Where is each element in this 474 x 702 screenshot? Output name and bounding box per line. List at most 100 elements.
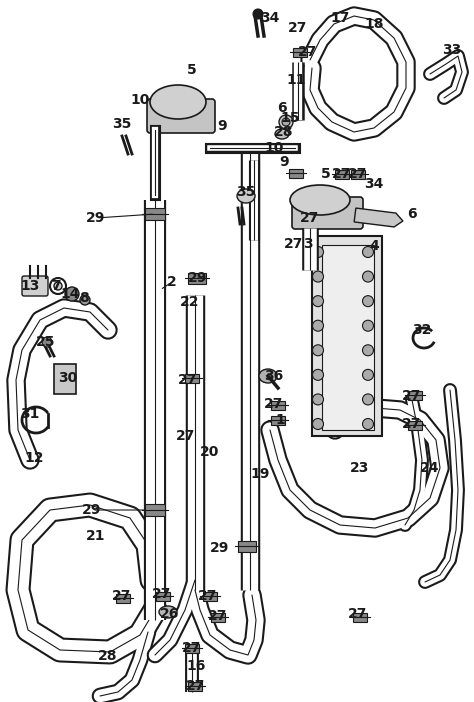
- Ellipse shape: [275, 129, 289, 139]
- Text: 34: 34: [365, 177, 383, 191]
- Bar: [335, 169, 349, 178]
- Text: 13: 13: [20, 279, 40, 293]
- Text: 25: 25: [36, 335, 56, 349]
- Circle shape: [312, 345, 323, 356]
- Text: 33: 33: [442, 43, 462, 57]
- Text: 27: 27: [182, 641, 202, 655]
- Text: 22: 22: [180, 295, 200, 309]
- Text: 27: 27: [284, 237, 304, 251]
- Text: 5: 5: [187, 63, 197, 77]
- Text: 4: 4: [369, 239, 379, 253]
- Text: 27: 27: [264, 397, 283, 411]
- Circle shape: [363, 418, 374, 430]
- Bar: [271, 401, 285, 409]
- Bar: [145, 504, 165, 516]
- Text: 27: 27: [332, 167, 352, 181]
- Text: 29: 29: [188, 271, 208, 285]
- Text: 10: 10: [264, 141, 283, 155]
- Bar: [312, 236, 382, 436]
- Text: 16: 16: [186, 659, 206, 673]
- Text: 26: 26: [160, 607, 180, 621]
- Bar: [408, 420, 422, 430]
- Bar: [203, 592, 217, 600]
- Bar: [211, 613, 225, 621]
- Bar: [156, 592, 170, 600]
- Text: 9: 9: [279, 155, 289, 169]
- Circle shape: [312, 320, 323, 331]
- Bar: [408, 390, 422, 399]
- Bar: [322, 245, 374, 430]
- Ellipse shape: [290, 185, 350, 215]
- Circle shape: [80, 295, 90, 305]
- Text: 23: 23: [350, 461, 370, 475]
- Text: 11: 11: [286, 73, 306, 87]
- Text: 27: 27: [176, 429, 196, 443]
- Circle shape: [363, 394, 374, 405]
- Bar: [353, 613, 367, 621]
- Bar: [293, 48, 307, 56]
- Text: 19: 19: [250, 467, 270, 481]
- Circle shape: [312, 418, 323, 430]
- Text: 32: 32: [412, 323, 432, 337]
- Text: 27: 27: [112, 589, 132, 603]
- Text: 6: 6: [407, 207, 417, 221]
- Text: 27: 27: [348, 167, 368, 181]
- Text: 27: 27: [208, 609, 228, 623]
- Text: 35: 35: [237, 185, 255, 199]
- Bar: [185, 644, 199, 652]
- Bar: [351, 169, 365, 178]
- FancyBboxPatch shape: [22, 276, 48, 296]
- Circle shape: [253, 9, 263, 19]
- Text: 29: 29: [82, 503, 102, 517]
- Circle shape: [363, 246, 374, 258]
- Text: 27: 27: [298, 45, 318, 59]
- Text: 12: 12: [24, 451, 44, 465]
- Circle shape: [65, 287, 79, 301]
- FancyBboxPatch shape: [147, 99, 215, 133]
- Text: 5: 5: [321, 167, 331, 181]
- Circle shape: [54, 282, 62, 290]
- Text: 1: 1: [275, 413, 285, 427]
- Text: 7: 7: [51, 279, 61, 293]
- Ellipse shape: [150, 85, 206, 119]
- Ellipse shape: [159, 606, 177, 618]
- Text: 27: 27: [152, 587, 172, 601]
- Bar: [289, 168, 303, 178]
- FancyArrow shape: [354, 208, 403, 227]
- Circle shape: [312, 296, 323, 307]
- Circle shape: [363, 345, 374, 356]
- Text: 30: 30: [58, 371, 78, 385]
- Text: 31: 31: [20, 407, 40, 421]
- Text: 29: 29: [210, 541, 230, 555]
- Text: 20: 20: [201, 445, 219, 459]
- Text: 3: 3: [303, 237, 313, 251]
- Circle shape: [363, 296, 374, 307]
- Circle shape: [312, 246, 323, 258]
- Text: 2: 2: [167, 275, 177, 289]
- Text: 27: 27: [178, 373, 198, 387]
- Circle shape: [363, 320, 374, 331]
- Text: 14: 14: [60, 287, 80, 301]
- Circle shape: [363, 369, 374, 380]
- Text: 27: 27: [198, 589, 218, 603]
- Text: 27: 27: [301, 211, 319, 225]
- Text: 34: 34: [260, 11, 280, 25]
- Text: 24: 24: [420, 461, 440, 475]
- Bar: [185, 373, 199, 383]
- Ellipse shape: [259, 369, 277, 383]
- Text: 28: 28: [98, 649, 118, 663]
- Text: 27: 27: [402, 417, 422, 431]
- Circle shape: [312, 394, 323, 405]
- Text: 28: 28: [274, 125, 294, 139]
- Text: 27: 27: [402, 389, 422, 403]
- Bar: [188, 682, 202, 691]
- Text: 27: 27: [186, 679, 206, 693]
- Text: 29: 29: [86, 211, 106, 225]
- Text: 10: 10: [130, 93, 150, 107]
- Text: 15: 15: [280, 111, 300, 125]
- Text: 6: 6: [277, 101, 287, 115]
- Text: 9: 9: [217, 119, 227, 133]
- Bar: [116, 593, 130, 602]
- Ellipse shape: [237, 189, 255, 203]
- Circle shape: [312, 271, 323, 282]
